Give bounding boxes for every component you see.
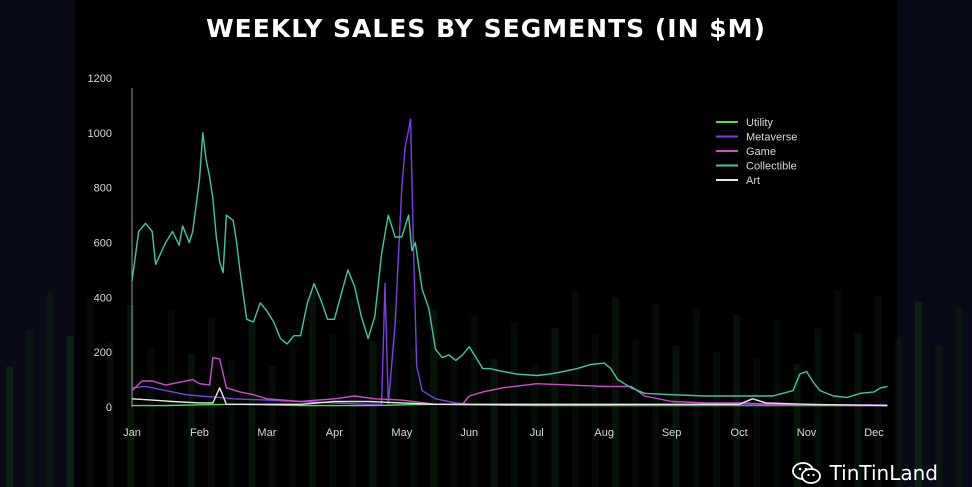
bg-bar	[632, 340, 640, 487]
bg-bar	[612, 297, 619, 487]
chart-title: WEEKLY SALES BY SEGMENTS (IN $M)	[206, 14, 766, 43]
bg-bar	[571, 291, 579, 487]
bg-bar	[955, 308, 963, 487]
bg-bar	[450, 353, 458, 487]
bg-bar	[46, 293, 54, 487]
bg-bar	[147, 348, 155, 487]
x-tick-label: Feb	[190, 427, 209, 439]
x-tick-label: May	[391, 427, 412, 439]
bg-bar	[349, 298, 357, 487]
x-tick-label: Jan	[123, 427, 141, 439]
bg-bar	[228, 360, 236, 487]
legend: Utility Metaverse Game Collectible Art	[716, 117, 797, 187]
bg-bar	[692, 309, 700, 487]
bg-bar	[86, 299, 94, 487]
bg-bar	[208, 317, 215, 487]
bg-bar	[834, 290, 842, 487]
y-tick-label: 1200	[88, 73, 112, 85]
bg-bar	[874, 296, 882, 487]
y-tick-label: 600	[94, 238, 112, 250]
bg-bar	[470, 316, 478, 487]
bg-bar	[288, 329, 296, 487]
left-panel-shade	[0, 0, 75, 487]
bg-bar	[369, 341, 377, 487]
bg-bar	[410, 347, 417, 487]
x-tick-label: Nov	[797, 427, 817, 439]
x-tick-label: Aug	[594, 427, 614, 439]
bg-bar	[551, 328, 559, 487]
bg-bar	[793, 364, 801, 487]
legend-label: Game	[746, 146, 776, 158]
y-tick-label: 1000	[88, 128, 112, 140]
watermark: TinTinLand	[791, 461, 938, 485]
bg-bar	[591, 334, 599, 487]
x-tick-label: Mar	[257, 427, 276, 439]
bg-bar	[26, 330, 34, 487]
y-tick-label: 400	[94, 292, 112, 304]
bg-dim	[75, 282, 897, 487]
series-line-game	[131, 356, 888, 407]
bg-bar	[127, 305, 135, 487]
x-tick-label: Apr	[326, 427, 343, 439]
y-tick-label: 0	[106, 402, 112, 414]
y-tick-label: 800	[94, 183, 112, 195]
x-tick-label: Sep	[662, 427, 682, 439]
bg-bar	[713, 352, 720, 487]
bg-bar	[733, 315, 741, 487]
x-tick-label: Jun	[460, 427, 478, 439]
bg-bar	[531, 365, 539, 487]
legend-label: Art	[746, 175, 760, 187]
bg-bar	[652, 303, 660, 487]
y-tick-label: 200	[94, 347, 112, 359]
bg-bar	[672, 346, 680, 487]
bg-bar	[814, 327, 821, 487]
series-line-art	[131, 387, 888, 407]
bg-bar	[915, 302, 922, 487]
watermark-text: TinTinLand	[829, 461, 938, 485]
bg-bar	[490, 359, 498, 487]
legend-label: Collectible	[746, 161, 797, 173]
bg-bar	[268, 366, 276, 487]
bg-bar	[329, 335, 337, 487]
bg-bar	[854, 333, 862, 487]
bg-bar	[107, 342, 114, 487]
series-line-collectible	[131, 132, 888, 399]
wechat-icon	[791, 462, 821, 484]
bg-bar	[6, 367, 13, 487]
bg-bar	[753, 358, 761, 487]
x-tick-label: Oct	[731, 427, 748, 439]
x-tick-label: Jul	[530, 427, 544, 439]
bg-bar	[66, 336, 74, 487]
bg-bar	[187, 354, 195, 487]
legend-label: Utility	[746, 117, 773, 129]
bg-bar	[935, 345, 943, 487]
x-tick-label: Dec	[864, 427, 884, 439]
bg-bar	[309, 292, 316, 487]
bg-bar	[167, 311, 175, 487]
bg-bar	[894, 339, 902, 487]
legend-label: Metaverse	[746, 132, 797, 144]
bg-bar	[389, 304, 397, 487]
